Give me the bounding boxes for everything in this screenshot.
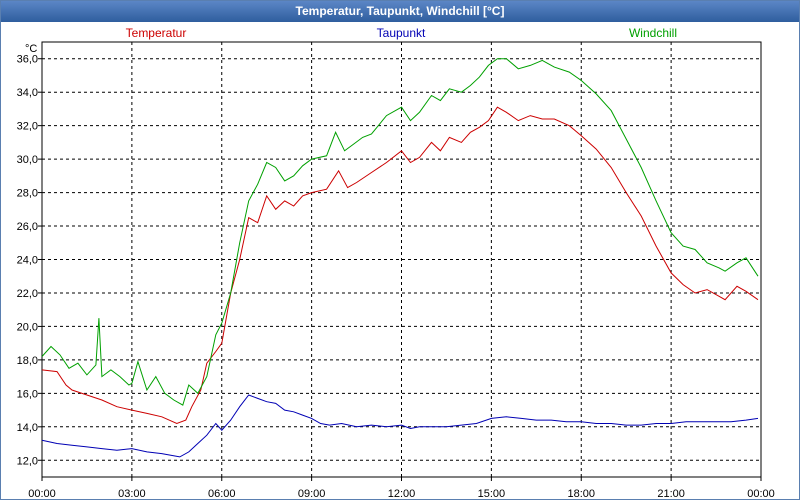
legend: Temperatur Taupunkt Windchill: [126, 26, 677, 40]
x-tick-label-time: 06:00: [208, 488, 236, 499]
x-tick-label-time: 03:00: [118, 488, 146, 499]
series-line-windchill: [41, 58, 759, 406]
y-tick-label: 32,0: [17, 121, 38, 133]
y-tick-label: 22,0: [17, 288, 38, 300]
y-tick-label: 24,0: [17, 255, 38, 267]
x-tick-label-time: 12:00: [388, 488, 416, 499]
x-tick-label-time: 15:00: [478, 488, 506, 499]
legend-label-windchill: Windchill: [629, 26, 677, 40]
y-tick-label: 16,0: [17, 388, 38, 400]
y-axis-label: °C: [25, 43, 37, 55]
grid: [42, 42, 761, 477]
series-line-temperatur: [41, 106, 759, 425]
x-tick-label-time: 00:00: [747, 488, 775, 499]
axes: 36,0 34,0 32,0 30,0 28,0 26,0 24,0 22,0 20,0 18,0…: [17, 54, 775, 499]
x-tick-label-time: 21:00: [657, 488, 685, 499]
legend-label-temperatur: Temperatur: [126, 26, 187, 40]
series-line-taupunkt: [41, 394, 759, 458]
y-tick-label: 26,0: [17, 221, 38, 233]
y-tick-label: 36,0: [17, 54, 38, 66]
y-tick-label: 18,0: [17, 355, 38, 367]
y-tick-label: 34,0: [17, 87, 38, 99]
x-tick-label-time: 09:00: [298, 488, 326, 499]
series: [41, 58, 759, 458]
window-title: Temperatur, Taupunkt, Windchill [°C]: [1, 1, 799, 22]
x-tick-label-time: 18:00: [567, 488, 595, 499]
y-tick-label: 12,0: [17, 455, 38, 467]
line-chart: 36,0 34,0 32,0 30,0 28,0 26,0 24,0 22,0 20,0 18,0…: [17, 26, 775, 499]
y-tick-label: 30,0: [17, 154, 38, 166]
legend-label-taupunkt: Taupunkt: [377, 26, 426, 40]
y-tick-label: 14,0: [17, 422, 38, 434]
y-tick-label: 20,0: [17, 321, 38, 333]
x-tick-label-time: 00:00: [28, 488, 56, 499]
y-tick-label: 28,0: [17, 188, 38, 200]
